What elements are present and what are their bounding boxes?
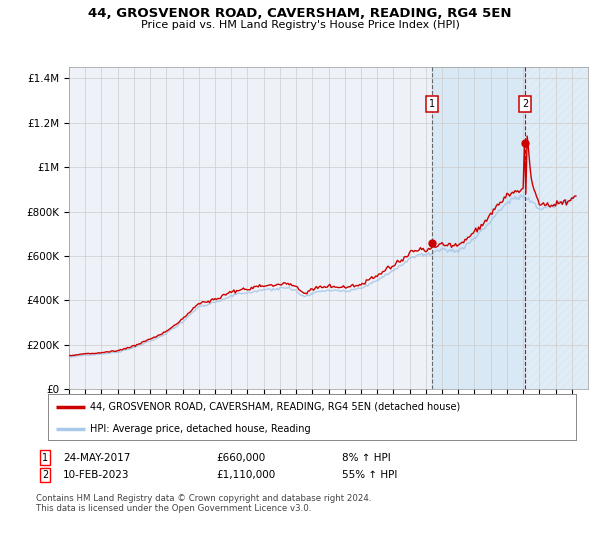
Text: 10-FEB-2023: 10-FEB-2023 [63,470,130,480]
Text: 55% ↑ HPI: 55% ↑ HPI [342,470,397,480]
Text: £660,000: £660,000 [216,452,265,463]
Text: £1,110,000: £1,110,000 [216,470,275,480]
Text: HPI: Average price, detached house, Reading: HPI: Average price, detached house, Read… [90,424,311,435]
Text: 24-MAY-2017: 24-MAY-2017 [63,452,130,463]
Text: 44, GROSVENOR ROAD, CAVERSHAM, READING, RG4 5EN: 44, GROSVENOR ROAD, CAVERSHAM, READING, … [88,7,512,20]
Text: Price paid vs. HM Land Registry's House Price Index (HPI): Price paid vs. HM Land Registry's House … [140,20,460,30]
Text: Contains HM Land Registry data © Crown copyright and database right 2024.
This d: Contains HM Land Registry data © Crown c… [36,494,371,514]
Text: 2: 2 [522,99,528,109]
Text: 44, GROSVENOR ROAD, CAVERSHAM, READING, RG4 5EN (detached house): 44, GROSVENOR ROAD, CAVERSHAM, READING, … [90,402,460,412]
Text: 2: 2 [42,470,48,480]
Text: 8% ↑ HPI: 8% ↑ HPI [342,452,391,463]
Bar [525,67,600,389]
Text: 1: 1 [429,99,435,109]
Bar [432,67,525,389]
Text: 1: 1 [42,452,48,463]
